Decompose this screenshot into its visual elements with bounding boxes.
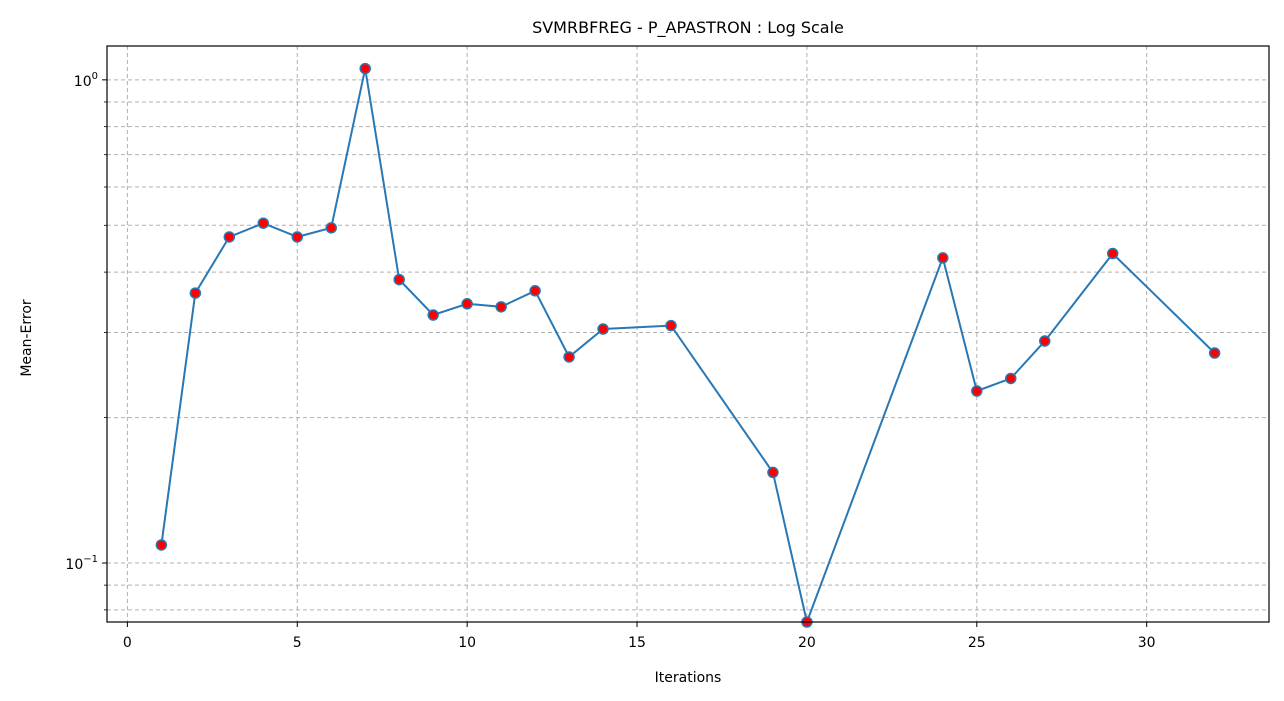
- data-point: [767, 466, 779, 479]
- data-point: [971, 385, 983, 397]
- x-axis-label: Iterations: [655, 670, 722, 686]
- data-point: [495, 301, 507, 313]
- data-point: [937, 252, 949, 264]
- data-point: [665, 319, 677, 332]
- data-point: [1208, 347, 1221, 359]
- grid-lines: [107, 46, 1269, 622]
- data-point: [291, 231, 304, 243]
- data-point: [325, 222, 337, 234]
- y-tick-label: 100: [74, 71, 98, 90]
- data-point: [461, 298, 473, 310]
- x-axis-ticks: 0 5 10 15 20 25 30: [123, 622, 1156, 651]
- data-point: [223, 231, 236, 243]
- data-point: [1106, 247, 1119, 260]
- y-tick-label-exponent: −1: [83, 554, 98, 565]
- data-point: [155, 539, 168, 551]
- x-tick-label: 15: [628, 635, 646, 651]
- x-tick-label: 10: [458, 635, 476, 651]
- x-tick-label: 20: [798, 635, 816, 651]
- series-layer: [155, 62, 1221, 628]
- x-tick-label: 25: [968, 635, 986, 651]
- data-point: [1039, 335, 1051, 347]
- plot-area-frame: [106, 45, 1270, 623]
- x-tick-label: 30: [1138, 635, 1156, 651]
- data-point: [563, 351, 575, 363]
- x-tick-label: 5: [293, 635, 302, 651]
- data-point: [189, 287, 202, 299]
- x-tick-label: 0: [123, 635, 132, 651]
- data-point: [529, 285, 541, 297]
- y-axis-label: Mean-Error: [19, 299, 35, 377]
- data-point: [597, 323, 609, 335]
- data-point: [427, 309, 439, 321]
- data-point: [359, 62, 371, 75]
- y-tick-label: 10−1: [65, 554, 98, 573]
- y-tick-label-exponent: 0: [92, 71, 98, 82]
- y-tick-label-base: 10: [74, 74, 92, 90]
- data-point: [393, 273, 405, 286]
- data-point: [257, 217, 270, 229]
- chart-title: SVMRBFREG - P_APASTRON : Log Scale: [532, 18, 844, 38]
- data-point: [1005, 372, 1017, 385]
- y-tick-label-base: 10: [65, 557, 83, 573]
